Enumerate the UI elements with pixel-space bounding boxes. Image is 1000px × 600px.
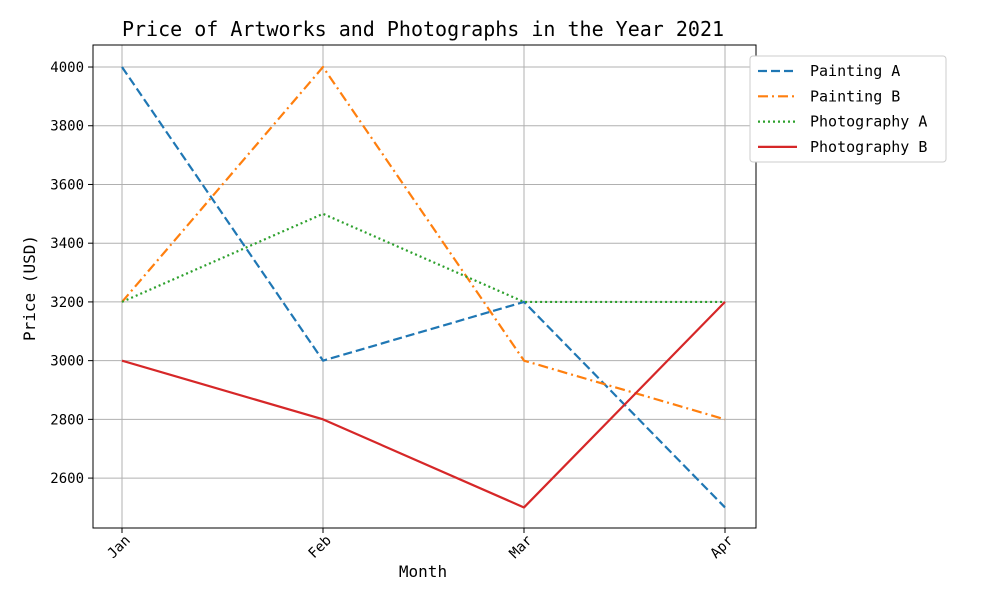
x-axis-label: Month [399, 562, 447, 581]
chart-title: Price of Artworks and Photographs in the… [122, 17, 724, 41]
x-axis-ticks: Jan Feb Mar Apr [105, 528, 737, 562]
y-tick-label: 4000 [50, 60, 84, 76]
series-line-photography-b [121, 301, 726, 509]
y-axis-label: Price (USD) [20, 235, 39, 341]
legend-label: Photography B [810, 138, 927, 156]
y-tick-label: 2600 [50, 471, 84, 487]
y-tick-label: 3600 [50, 177, 84, 193]
plot-frame [92, 44, 757, 529]
x-tick-label: Feb [306, 533, 335, 562]
y-axis-ticks: 2600 2800 3000 3200 3400 3600 3800 4000 [50, 60, 93, 487]
legend-label: Painting A [810, 62, 900, 80]
y-tick-label: 3200 [50, 295, 84, 311]
legend-box [749, 55, 947, 163]
series-lines [121, 65, 726, 509]
x-tick-label: Jan [105, 533, 134, 562]
series-line-painting-a [121, 66, 726, 509]
legend: Painting A Painting B Photography A Photogr… [749, 55, 947, 163]
series-line-painting-b [121, 65, 726, 421]
y-tick-label: 3800 [50, 119, 84, 135]
x-tick-label: Apr [708, 533, 737, 562]
y-tick-label: 3400 [50, 236, 84, 252]
x-tick-label: Mar [507, 533, 536, 562]
legend-label: Photography A [810, 113, 927, 131]
legend-label: Painting B [810, 87, 900, 105]
y-tick-label: 2800 [50, 412, 84, 428]
series-line-photography-a [121, 212, 725, 304]
y-tick-label: 3000 [50, 354, 84, 370]
grid [93, 45, 756, 528]
